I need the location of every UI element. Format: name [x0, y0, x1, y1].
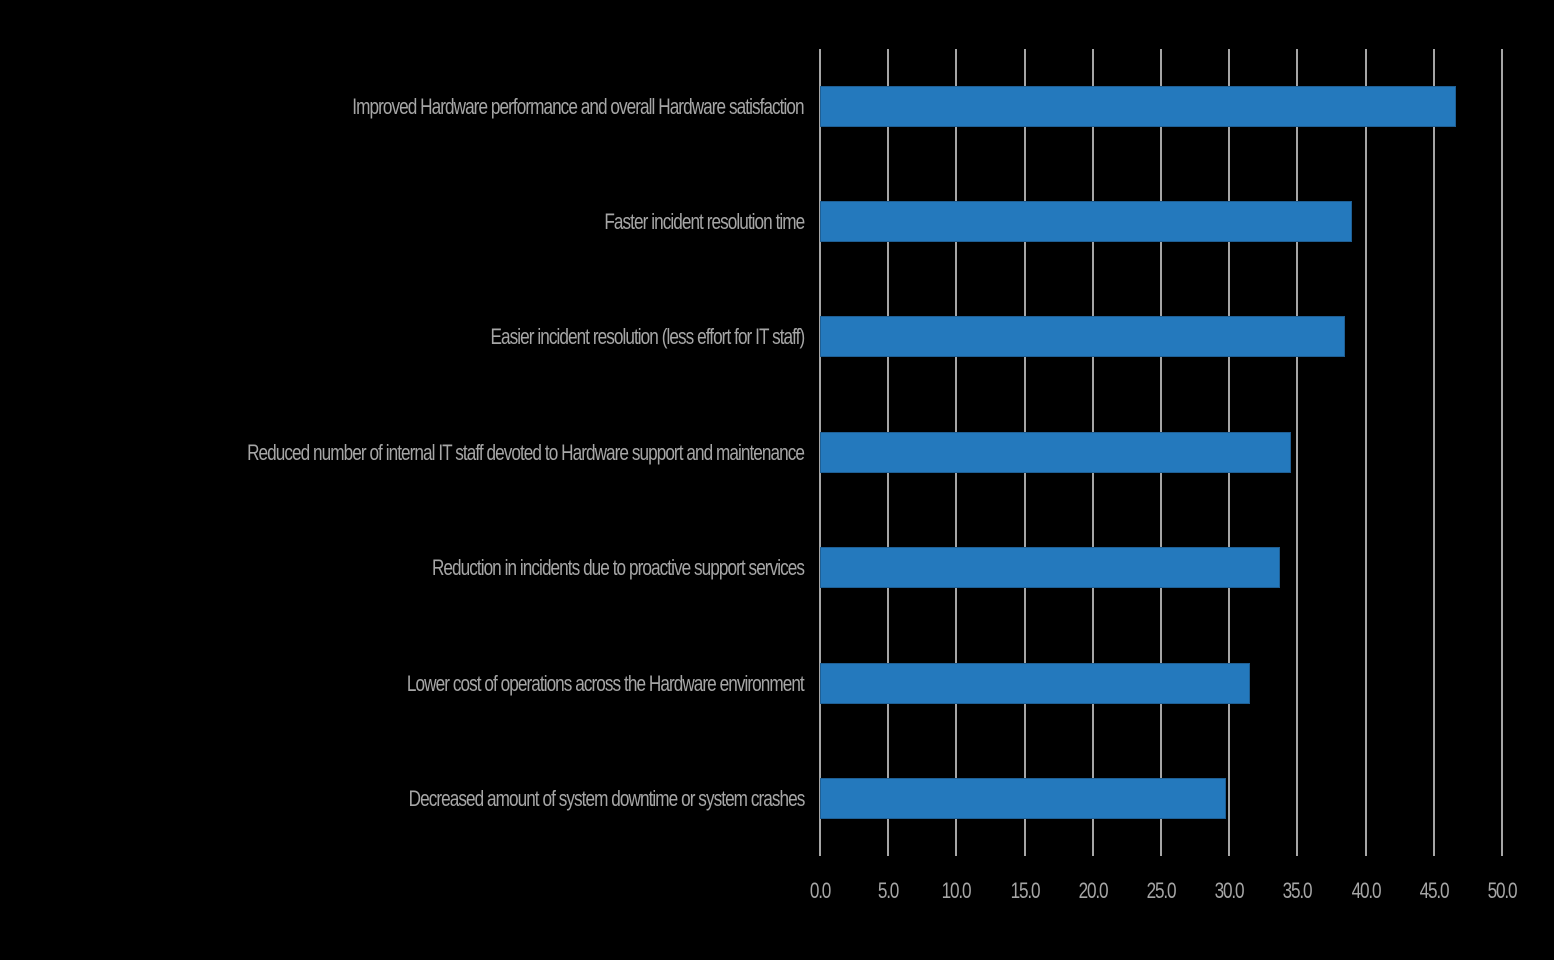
gridline: [1296, 49, 1299, 856]
x-tick-label: 10.0: [942, 878, 972, 903]
category-label: Faster incident resolution time: [604, 208, 805, 234]
bar: [820, 431, 1291, 473]
category-label: Easier incident resolution (less effort …: [490, 324, 805, 350]
x-tick-label: 25.0: [1146, 878, 1177, 903]
gridline: [1364, 49, 1367, 856]
bar: [820, 547, 1280, 589]
bar: [820, 200, 1352, 242]
category-label: Reduced number of internal IT staff devo…: [247, 439, 805, 465]
x-tick-label: 15.0: [1010, 878, 1040, 903]
category-label: Decreased amount of system downtime or s…: [408, 785, 805, 811]
x-tick-label: 35.0: [1283, 878, 1313, 903]
category-label: Lower cost of operations across the Hard…: [407, 670, 805, 696]
x-tick-label: 50.0: [1487, 878, 1518, 903]
category-label: Reduction in incidents due to proactive …: [431, 555, 805, 581]
gridline: [1501, 49, 1503, 856]
gridline: [1432, 49, 1435, 856]
x-tick-label: 0.0: [809, 878, 832, 903]
x-tick-label: 30.0: [1214, 878, 1245, 903]
bar: [820, 85, 1456, 127]
bar: [820, 316, 1346, 358]
category-label: Improved Hardware performance and overal…: [352, 93, 805, 119]
x-tick-label: 40.0: [1351, 878, 1381, 903]
bar: [820, 777, 1227, 819]
x-tick-label: 5.0: [878, 878, 900, 903]
x-tick-label: 45.0: [1419, 878, 1449, 903]
x-tick-label: 20.0: [1078, 878, 1108, 903]
bar: [820, 662, 1250, 704]
